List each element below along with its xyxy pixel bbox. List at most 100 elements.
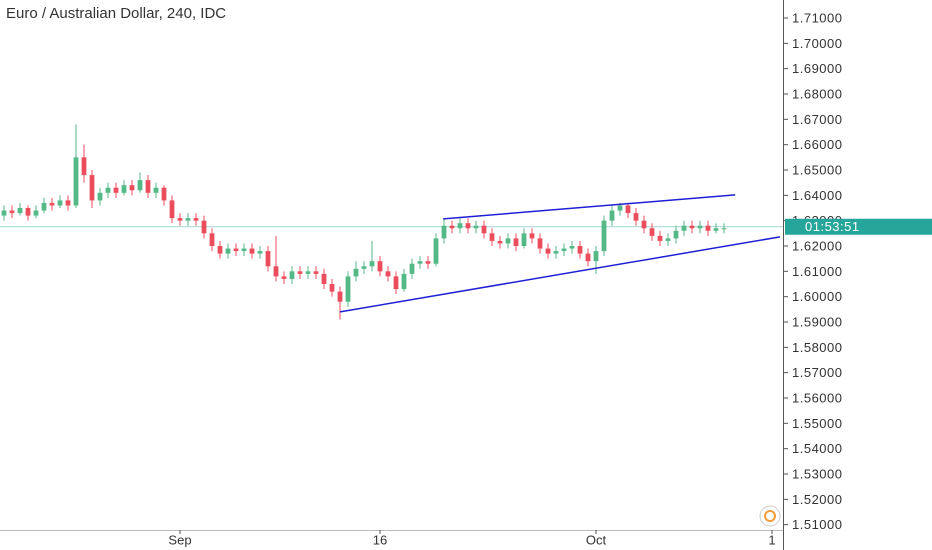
candle-body (369, 261, 375, 267)
y-tick-label: 1.71000 (792, 10, 843, 25)
candle-body (17, 207, 23, 214)
candle-body (609, 210, 615, 221)
candle-body (81, 157, 87, 176)
y-tick-label: 1.65000 (792, 162, 843, 177)
candle-body (233, 248, 239, 252)
candle-body (385, 271, 391, 277)
candle-body (89, 175, 95, 201)
candle-body (705, 225, 711, 231)
candle-body (289, 271, 295, 279)
candle-body (273, 266, 279, 277)
candle-body (41, 202, 47, 211)
candle-body (361, 266, 367, 269)
candle-body (537, 238, 543, 249)
candle-body (193, 218, 199, 221)
candle-body (265, 251, 271, 267)
candle-body (161, 187, 167, 201)
trendline (339, 236, 781, 313)
candle-body (281, 276, 287, 279)
candle-body (641, 220, 647, 229)
y-tick-label: 1.55000 (792, 416, 843, 431)
candle-body (9, 210, 15, 214)
candle-body (113, 187, 119, 193)
candle-body (57, 200, 63, 206)
candle-body (177, 218, 183, 221)
candle-body (625, 205, 631, 214)
candle-body (121, 185, 127, 193)
candle-body (321, 273, 327, 285)
candle-body (329, 284, 335, 292)
y-tick-label: 1.57000 (792, 365, 843, 380)
candle-body (457, 223, 463, 229)
candle-body (153, 187, 159, 193)
candle-body (657, 235, 663, 241)
candle-body (601, 220, 607, 252)
candle-body (577, 245, 583, 254)
y-tick-label: 1.53000 (792, 466, 843, 481)
candle-body (713, 228, 719, 231)
y-tick-label: 1.68000 (792, 86, 843, 101)
y-tick-label: 1.67000 (792, 112, 843, 127)
candle-body (65, 200, 71, 206)
candle-body (497, 240, 503, 244)
y-tick-label: 1.56000 (792, 390, 843, 405)
y-tick-label: 1.54000 (792, 441, 843, 456)
candle-body (33, 210, 39, 216)
x-tick-label: 16 (373, 532, 387, 547)
candle-body (313, 271, 319, 274)
candle-body (433, 238, 439, 264)
candle-body (49, 202, 55, 206)
x-tick-label: 1 (768, 532, 775, 547)
candle-body (305, 271, 311, 274)
candle-body (473, 225, 479, 229)
candle-body (441, 225, 447, 239)
candle-body (97, 192, 103, 201)
candle-body (209, 233, 215, 246)
candle-body (553, 251, 559, 254)
chart-title: Euro / Australian Dollar, 240, IDC (6, 5, 226, 22)
candle-body (241, 248, 247, 252)
candle-body (481, 225, 487, 234)
candle-body (593, 251, 599, 262)
candle-body (689, 225, 695, 229)
candle-body (617, 205, 623, 211)
candle-body (545, 248, 551, 254)
candle-body (673, 230, 679, 239)
candle-body (529, 233, 535, 239)
y-tick-label: 1.69000 (792, 61, 843, 76)
y-tick-label: 1.64000 (792, 188, 843, 203)
candle-body (137, 180, 143, 191)
candle-body (633, 213, 639, 221)
trendline (443, 194, 736, 220)
y-tick-label: 1.58000 (792, 340, 843, 355)
candle-body (201, 220, 207, 234)
y-tick-label: 1.51000 (792, 517, 843, 532)
candle-body (561, 248, 567, 252)
candle-body (257, 251, 263, 254)
x-tick-label: Sep (168, 532, 191, 547)
y-tick-label: 1.60000 (792, 289, 843, 304)
candle-body (681, 225, 687, 231)
candle-body (721, 228, 727, 230)
candle-body (449, 225, 455, 229)
candle-body (169, 200, 175, 219)
candle-body (1, 210, 7, 216)
candle-body (73, 157, 79, 206)
y-tick-label: 1.62000 (792, 238, 843, 253)
logo-icon (759, 505, 781, 527)
candle-body (145, 180, 151, 193)
candle-body (465, 223, 471, 229)
candle-body (425, 261, 431, 264)
candle-body (249, 248, 255, 254)
candle-body (393, 276, 399, 290)
candle-body (401, 273, 407, 290)
candle-body (697, 225, 703, 229)
candle-body (225, 248, 231, 254)
candle-body (217, 245, 223, 254)
y-tick-label: 1.70000 (792, 36, 843, 51)
x-tick-label: Oct (586, 532, 607, 547)
candle-body (129, 185, 135, 191)
candle-body (489, 233, 495, 241)
